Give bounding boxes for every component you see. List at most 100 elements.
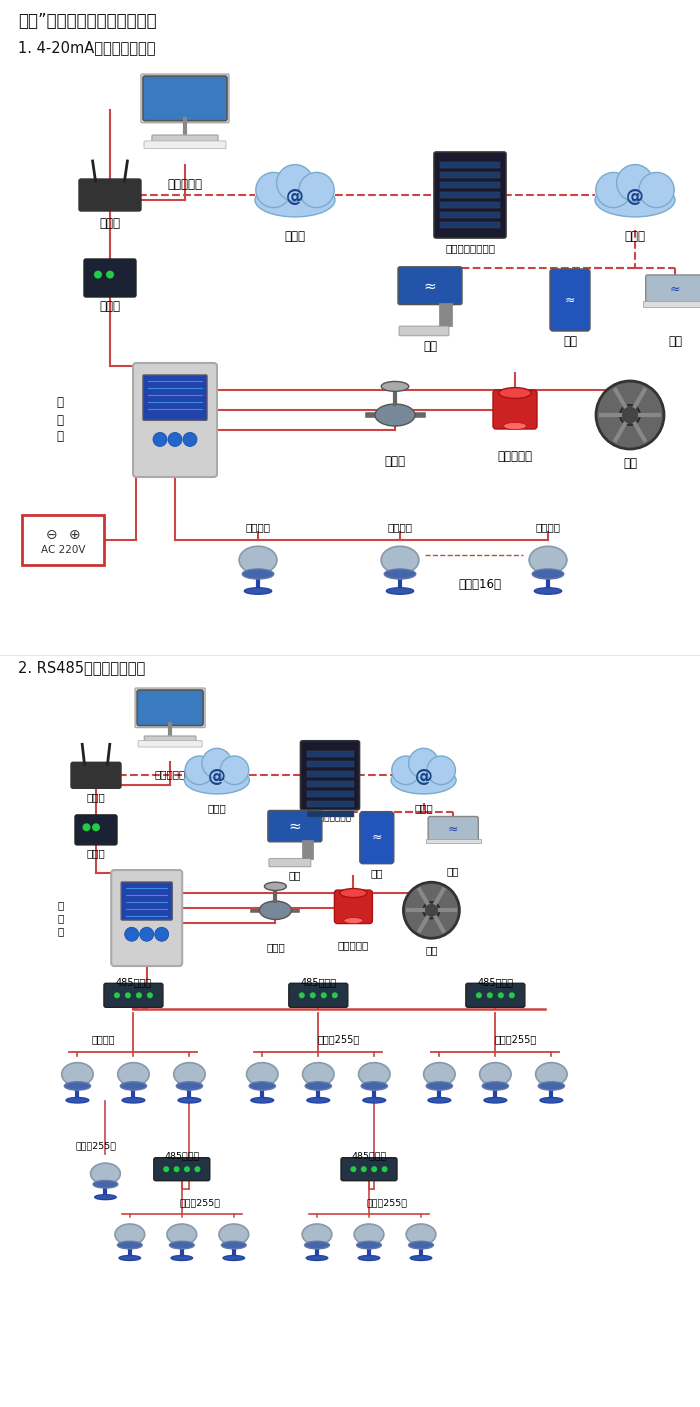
Text: 电磁阀: 电磁阀 [384, 454, 405, 469]
FancyBboxPatch shape [137, 689, 203, 726]
Ellipse shape [536, 1062, 567, 1086]
Circle shape [184, 1166, 190, 1172]
Text: 互联网: 互联网 [207, 803, 226, 813]
Ellipse shape [391, 767, 456, 794]
Ellipse shape [480, 1062, 511, 1086]
Ellipse shape [499, 387, 531, 398]
Circle shape [409, 749, 438, 778]
Ellipse shape [223, 1255, 244, 1261]
FancyBboxPatch shape [111, 870, 182, 967]
Circle shape [321, 992, 327, 999]
Text: AC 220V: AC 220V [41, 545, 85, 554]
FancyBboxPatch shape [143, 76, 227, 121]
FancyBboxPatch shape [143, 376, 207, 421]
Ellipse shape [305, 1082, 331, 1090]
Ellipse shape [120, 1082, 146, 1090]
Ellipse shape [375, 404, 415, 426]
Circle shape [202, 749, 232, 778]
Text: ⊖: ⊖ [46, 528, 57, 542]
Ellipse shape [363, 1097, 386, 1103]
Circle shape [392, 756, 420, 785]
Ellipse shape [178, 1097, 201, 1103]
Ellipse shape [529, 546, 567, 574]
Ellipse shape [251, 1097, 274, 1103]
Circle shape [596, 381, 664, 449]
FancyBboxPatch shape [550, 269, 590, 331]
Text: @: @ [626, 189, 644, 205]
Circle shape [147, 992, 153, 999]
Ellipse shape [534, 588, 561, 594]
Circle shape [155, 927, 169, 941]
Ellipse shape [122, 1097, 145, 1103]
Circle shape [509, 992, 515, 999]
Ellipse shape [484, 1097, 507, 1103]
Text: 电磁阀: 电磁阀 [266, 943, 285, 953]
FancyBboxPatch shape [399, 326, 449, 336]
Ellipse shape [62, 1062, 93, 1086]
Text: 安帖尔网络服务器: 安帖尔网络服务器 [309, 813, 351, 822]
FancyBboxPatch shape [440, 222, 500, 228]
Ellipse shape [356, 1241, 382, 1249]
Ellipse shape [93, 1180, 118, 1188]
Ellipse shape [167, 1224, 197, 1245]
FancyBboxPatch shape [104, 983, 163, 1007]
FancyBboxPatch shape [302, 840, 314, 858]
Ellipse shape [169, 1241, 194, 1249]
FancyBboxPatch shape [439, 303, 452, 326]
Ellipse shape [304, 1241, 330, 1249]
Circle shape [620, 405, 640, 425]
FancyBboxPatch shape [152, 135, 218, 142]
FancyBboxPatch shape [643, 301, 700, 307]
Circle shape [639, 173, 674, 208]
Text: 1. 4-20mA信号连接系统图: 1. 4-20mA信号连接系统图 [18, 39, 155, 55]
FancyBboxPatch shape [440, 182, 500, 189]
Ellipse shape [384, 568, 416, 580]
Ellipse shape [307, 1097, 330, 1103]
FancyBboxPatch shape [75, 815, 117, 844]
FancyBboxPatch shape [426, 839, 481, 843]
Ellipse shape [302, 1224, 332, 1245]
FancyBboxPatch shape [22, 515, 104, 566]
Ellipse shape [358, 1255, 379, 1261]
Circle shape [168, 432, 182, 446]
Ellipse shape [244, 588, 272, 594]
Text: 485中继器: 485中继器 [116, 978, 151, 988]
Text: 可连接255台: 可连接255台 [367, 1199, 407, 1207]
FancyBboxPatch shape [133, 363, 217, 477]
Circle shape [382, 1166, 388, 1172]
FancyBboxPatch shape [440, 203, 500, 208]
Ellipse shape [219, 1224, 248, 1245]
Ellipse shape [64, 1082, 90, 1090]
Ellipse shape [538, 1082, 564, 1090]
Ellipse shape [424, 1062, 455, 1086]
Circle shape [299, 992, 304, 999]
Circle shape [403, 882, 459, 938]
Ellipse shape [90, 1164, 120, 1185]
Ellipse shape [249, 1082, 275, 1090]
FancyBboxPatch shape [335, 891, 372, 923]
Ellipse shape [184, 767, 249, 794]
Text: 大众”系列带显示固定式检测仪: 大众”系列带显示固定式检测仪 [18, 13, 157, 30]
Circle shape [498, 992, 504, 999]
FancyBboxPatch shape [434, 152, 506, 238]
Text: 转换器: 转换器 [99, 300, 120, 312]
FancyBboxPatch shape [307, 791, 354, 796]
FancyBboxPatch shape [440, 191, 500, 198]
Text: ≈: ≈ [670, 283, 680, 295]
Text: 互联网: 互联网 [414, 803, 433, 813]
Text: 信号输出: 信号输出 [536, 522, 561, 532]
Ellipse shape [428, 1097, 451, 1103]
Ellipse shape [239, 546, 277, 574]
Circle shape [136, 992, 142, 999]
Circle shape [83, 823, 90, 832]
FancyBboxPatch shape [307, 751, 354, 757]
Text: ≈: ≈ [424, 279, 436, 294]
Ellipse shape [381, 546, 419, 574]
FancyBboxPatch shape [84, 259, 136, 297]
Text: 信号输出: 信号输出 [246, 522, 270, 532]
Text: 手机: 手机 [370, 868, 383, 878]
Text: 声光报警器: 声光报警器 [498, 450, 533, 463]
Circle shape [106, 270, 114, 279]
FancyBboxPatch shape [440, 172, 500, 179]
Ellipse shape [176, 1082, 202, 1090]
